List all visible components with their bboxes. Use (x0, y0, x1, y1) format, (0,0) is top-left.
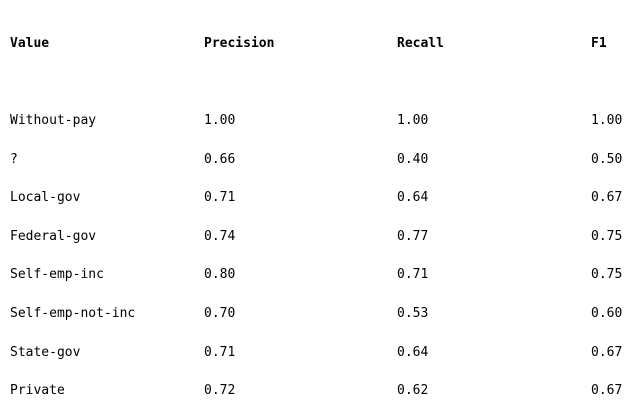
cell-value: State-gov (10, 344, 81, 360)
cell-value: Local-gov (10, 190, 81, 206)
cell-recall: 0.77 (397, 228, 429, 244)
cell-precision: 0.72 (204, 383, 236, 399)
cell-recall: 0.62 (397, 383, 429, 399)
cell-precision: 0.71 (204, 344, 236, 360)
column-header-value: Value (10, 36, 50, 51)
cell-recall: 0.71 (397, 267, 429, 283)
column-header-f1: F1 (591, 36, 607, 51)
cell-value: Federal-gov (10, 228, 97, 244)
cell-precision: 0.70 (204, 305, 236, 321)
table-row: Private 0.72 0.62 0.67 (10, 381, 634, 420)
cell-value: ? (10, 151, 18, 167)
table-body: Without-pay 1.00 1.00 1.00 ? 0.66 0.40 0… (10, 111, 634, 420)
cell-precision: 0.74 (204, 228, 236, 244)
cell-f1: 1.00 (591, 113, 623, 128)
cell-precision: 0.66 (204, 151, 236, 167)
table-row: ? 0.66 0.40 0.50 (10, 150, 634, 189)
table-row: Federal-gov 0.74 0.77 0.75 (10, 227, 634, 266)
cell-value: Self-emp-inc (10, 267, 104, 283)
cell-f1: 0.67 (591, 383, 623, 399)
cell-recall: 0.40 (397, 151, 429, 167)
cell-precision: 1.00 (204, 113, 236, 128)
cell-f1: 0.75 (591, 267, 623, 283)
cell-recall: 0.64 (397, 190, 429, 206)
cell-value: Without-pay (10, 113, 97, 128)
column-header-precision: Precision (204, 36, 275, 51)
cell-recall: 1.00 (397, 113, 429, 128)
cell-f1: 0.60 (591, 305, 623, 321)
cell-f1: 0.75 (591, 228, 623, 244)
cell-value: Private (10, 383, 65, 399)
cell-f1: 0.67 (591, 344, 623, 360)
table-row: State-gov 0.71 0.64 0.67 (10, 343, 634, 382)
cell-precision: 0.71 (204, 190, 236, 206)
table-row: Self-emp-not-inc 0.70 0.53 0.60 (10, 304, 634, 343)
table-header-row: Value Precision Recall F1 (10, 34, 634, 54)
table-row: Self-emp-inc 0.80 0.71 0.75 (10, 265, 634, 304)
cell-precision: 0.80 (204, 267, 236, 283)
table-row: Local-gov 0.71 0.64 0.67 (10, 188, 634, 227)
cell-f1: 0.67 (591, 190, 623, 206)
cell-recall: 0.53 (397, 305, 429, 321)
table-row: Without-pay 1.00 1.00 1.00 (10, 111, 634, 150)
cell-f1: 0.50 (591, 151, 623, 167)
cell-value: Self-emp-not-inc (10, 305, 136, 321)
column-header-recall: Recall (397, 36, 444, 51)
cell-recall: 0.64 (397, 344, 429, 360)
